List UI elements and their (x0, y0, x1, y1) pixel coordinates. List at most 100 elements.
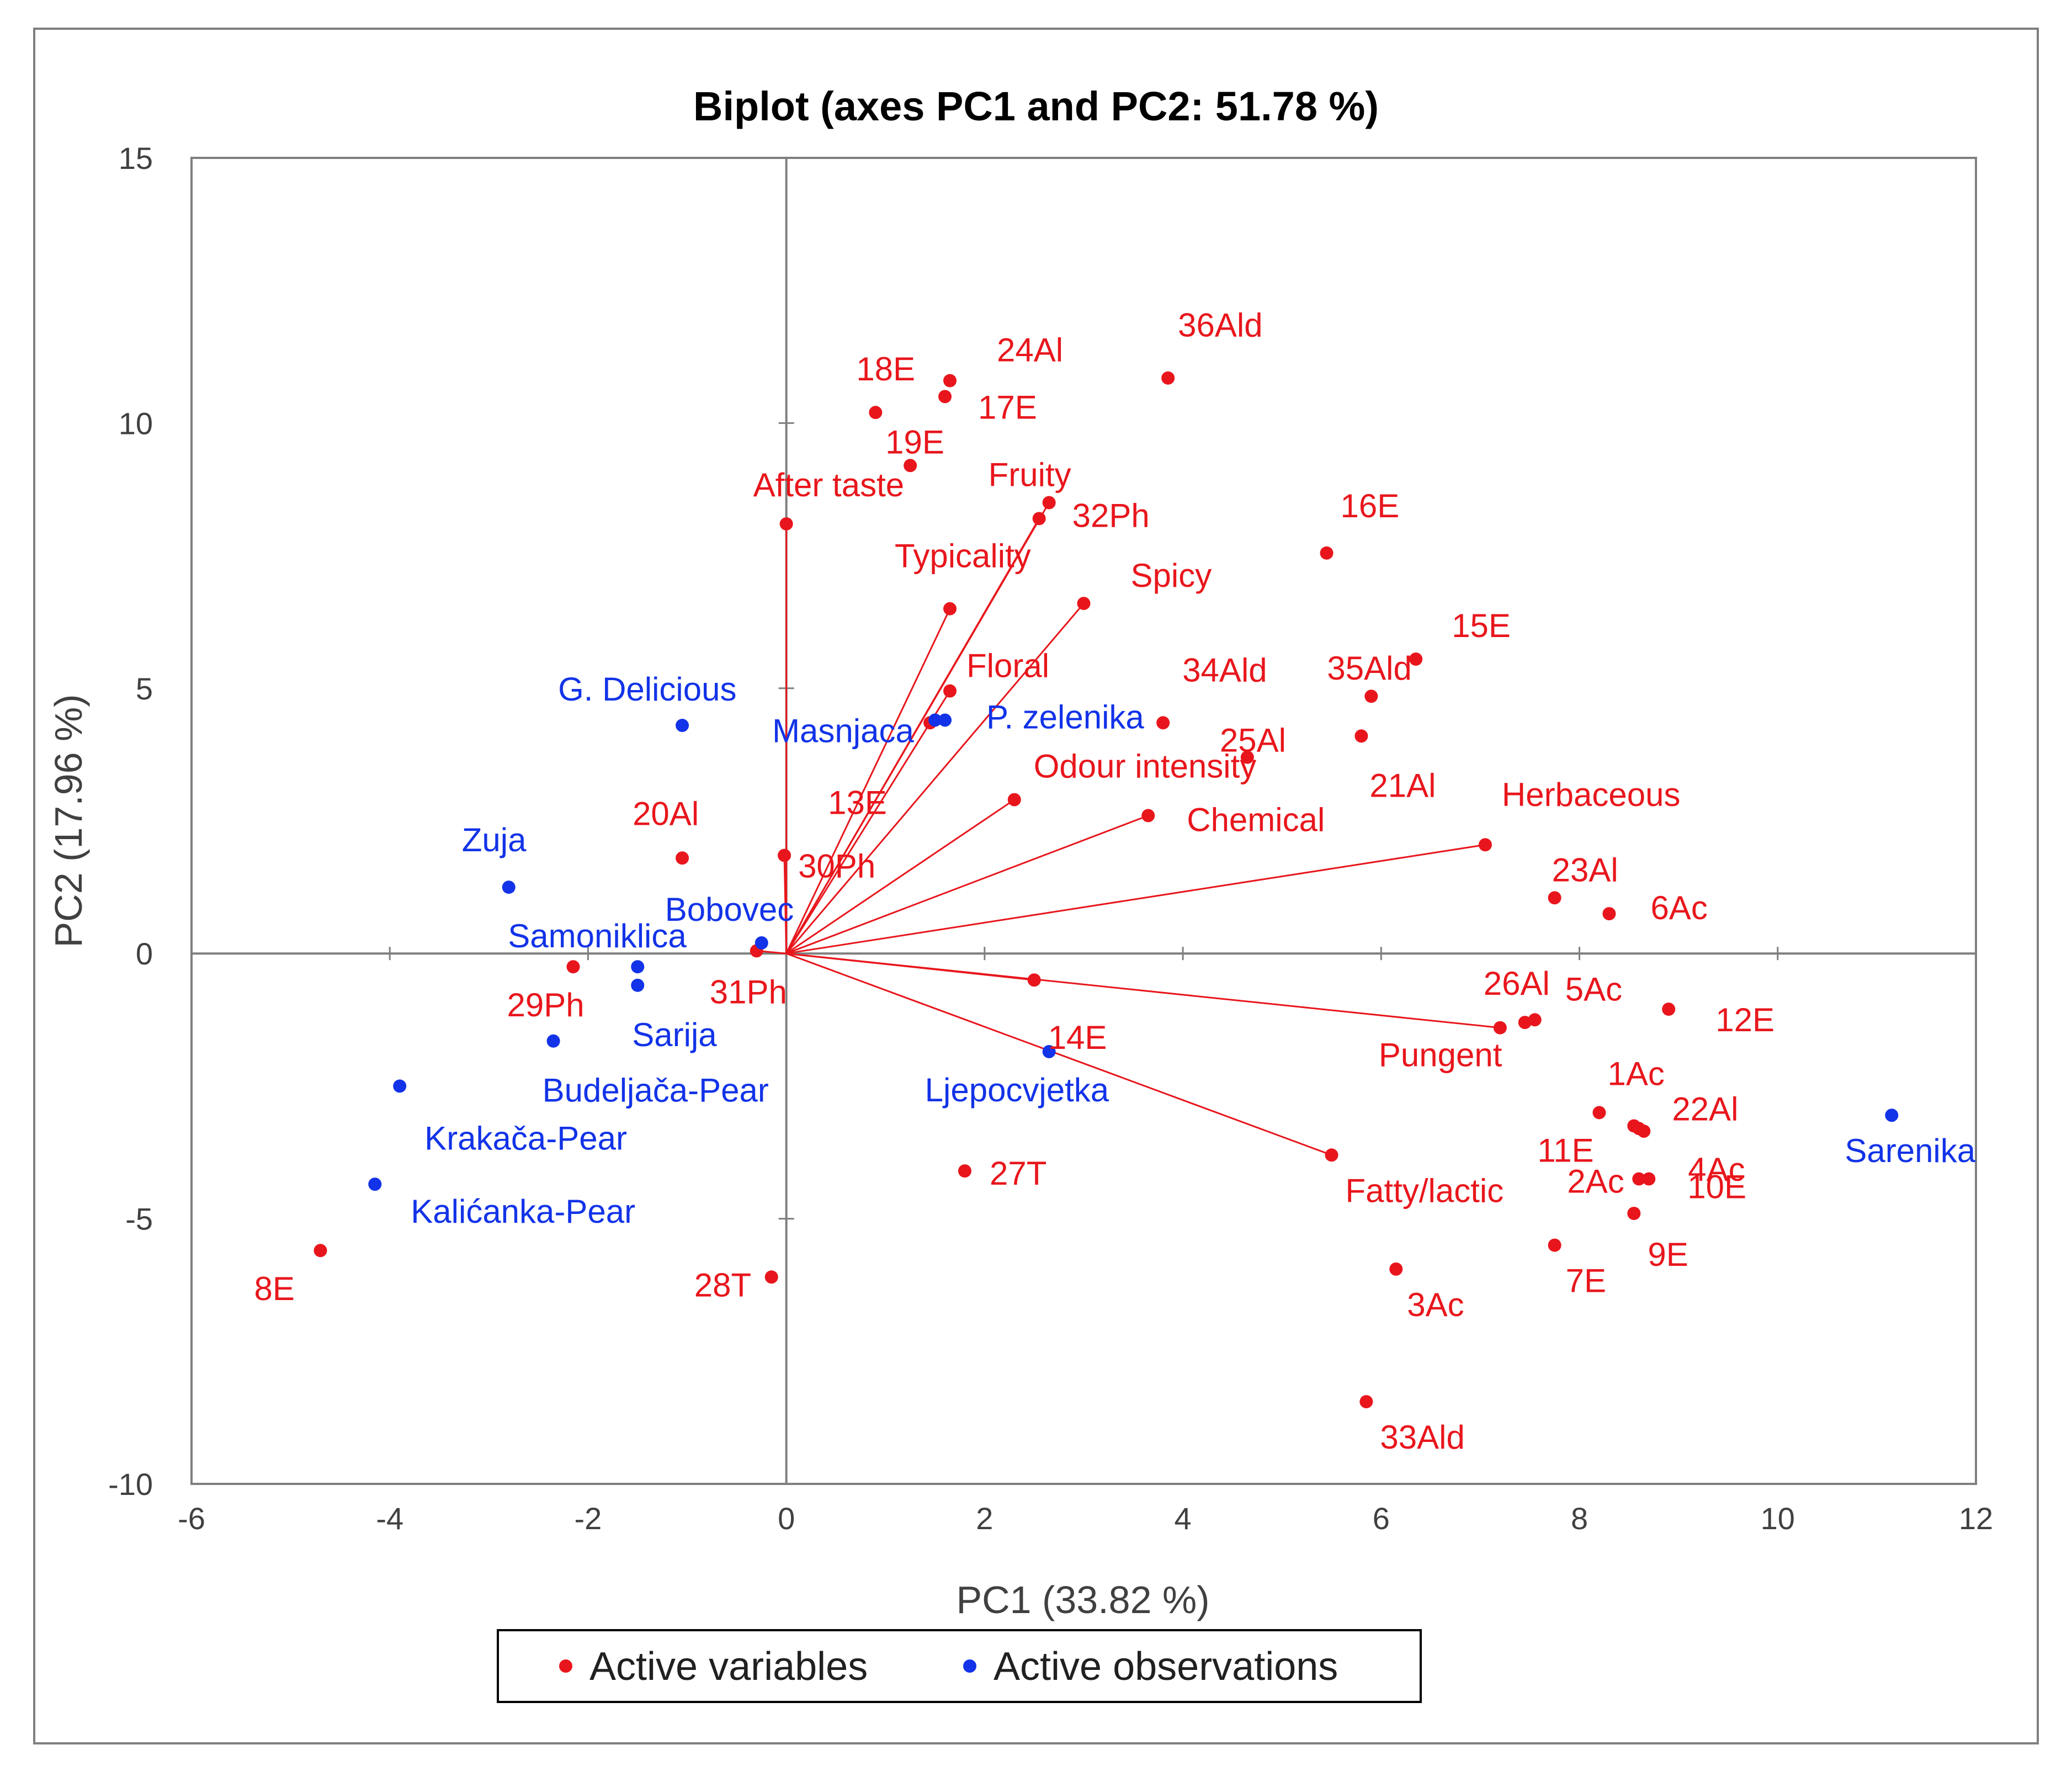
variable-label-11e: 11E (1537, 1132, 1593, 1169)
plot-area (190, 157, 1977, 1485)
variable-point-fatty-lactic (1325, 1148, 1338, 1162)
legend-marker-variables (559, 1659, 572, 1673)
x-tick-label: 2 (976, 1501, 993, 1536)
axes-layer (192, 158, 1976, 1484)
loading-vector-fatty-lactic (786, 952, 1332, 1156)
observation-point-kraka-a-pear (393, 1079, 407, 1093)
variable-label-24al: 24Al (997, 332, 1063, 369)
variable-point-33ald (1359, 1395, 1373, 1409)
loading-vector-herbaceous (786, 844, 1486, 954)
variable-label-7e: 7E (1566, 1263, 1606, 1300)
variable-point-fruity (1042, 496, 1056, 510)
observation-label-masnjaca: Masnjaca (772, 712, 914, 749)
legend-label-variables: Active variables (589, 1645, 868, 1689)
variable-label-6ac: 6Ac (1650, 889, 1707, 926)
observation-point-sarija (631, 978, 645, 992)
variable-point-8e (314, 1244, 327, 1258)
variable-point-7e (1548, 1238, 1561, 1252)
loading-vector-32ph (785, 518, 1040, 954)
observation-point-budelja-a-pear (546, 1034, 560, 1048)
observation-point-bobovec (755, 936, 768, 950)
variable-label-8e: 8E (254, 1270, 294, 1307)
variable-point-pungent (1493, 1021, 1507, 1035)
observation-label-kali-anka-pear: Kalićanka-Pear (411, 1193, 635, 1230)
variable-point-18e (869, 406, 883, 420)
variable-label-21al: 21Al (1369, 767, 1436, 804)
variable-point-27t (958, 1164, 971, 1178)
observation-label-sarenika: Sarenika (1845, 1132, 1975, 1169)
loading-vector-pungent (786, 952, 1501, 1029)
variable-label-13e: 13E (828, 784, 887, 821)
y-axis-title: PC2 (17.96 %) (47, 694, 90, 947)
x-tick-label: -6 (178, 1501, 205, 1536)
variable-label-23al: 23Al (1552, 851, 1618, 888)
variable-point-after-taste (779, 517, 793, 531)
variable-label-10e: 10E (1687, 1169, 1746, 1206)
variable-label-16e: 16E (1341, 487, 1400, 524)
x-tick-label: 12 (1959, 1501, 1993, 1536)
y-tick-label: 15 (119, 141, 153, 176)
variable-label-29ph: 29Ph (507, 987, 585, 1023)
variable-label-33ald: 33Ald (1380, 1419, 1464, 1456)
variable-label-15e: 15E (1452, 607, 1511, 644)
variable-point-24al (943, 374, 957, 388)
variable-label-27t: 27T (990, 1155, 1046, 1192)
variable-point-25al (1240, 750, 1254, 764)
observation-label-kraka-a-pear: Krakača-Pear (424, 1120, 627, 1157)
observation-point-kali-anka-pear (368, 1178, 382, 1191)
variable-point-30ph (778, 848, 791, 862)
x-tick-label: 4 (1175, 1501, 1192, 1536)
variable-label-chemical: Chemical (1187, 801, 1325, 838)
variable-point-1ac (1592, 1106, 1606, 1120)
chart-frame (33, 28, 2039, 1744)
variable-point-19e (904, 459, 917, 473)
variable-label-17e: 17E (978, 389, 1037, 426)
variable-point-3ac (1389, 1262, 1403, 1276)
legend-box (497, 1629, 1422, 1703)
observation-label-zuja: Zuja (462, 821, 527, 858)
variable-point-16e (1320, 546, 1333, 560)
y-tick-label: -5 (125, 1202, 153, 1237)
x-tick-label: -4 (376, 1501, 403, 1536)
x-tick-label: -2 (575, 1501, 602, 1536)
x-tick-label: 0 (778, 1501, 795, 1536)
variable-label-35ald: 35Ald (1327, 650, 1411, 687)
x-axis-title: PC1 (33.82 %) (956, 1578, 1209, 1621)
loading-vector-spicy (785, 603, 1085, 954)
points-layer (314, 371, 1899, 1409)
observation-label-p-zelenika: P. zelenika (986, 698, 1144, 735)
observation-point-g-delicious (676, 719, 689, 733)
variable-point-12e (1662, 1003, 1676, 1016)
variable-label-22al: 22Al (1672, 1090, 1738, 1127)
variable-point-4ac (1637, 1125, 1651, 1138)
loading-vector-chemical (786, 814, 1149, 954)
y-tick-label: -10 (108, 1467, 153, 1502)
variable-point-21al (1354, 729, 1368, 743)
loading-vector-floral (785, 690, 951, 954)
variable-label-25al: 25Al (1220, 722, 1286, 759)
variable-point-28t (764, 1270, 778, 1284)
variable-label-spicy: Spicy (1131, 557, 1212, 594)
y-tick-label: 10 (119, 406, 153, 441)
variable-label-typicality: Typicality (895, 538, 1031, 575)
variable-point-14e (1027, 973, 1041, 987)
observation-label-sarija: Sarija (632, 1016, 717, 1053)
variable-label-fruity: Fruity (989, 457, 1071, 494)
variable-label-36ald: 36Ald (1178, 307, 1262, 344)
variable-point-17e (938, 390, 952, 404)
observation-label-bobovec: Bobovec (665, 891, 794, 928)
variable-point-10e (1642, 1172, 1656, 1186)
observation-label-ljepocvjetka: Ljepocvjetka (925, 1072, 1109, 1109)
variable-point-34ald (1156, 716, 1170, 730)
variable-label-3ac: 3Ac (1407, 1286, 1464, 1323)
variable-point-36ald (1161, 371, 1175, 385)
variable-label-odour-intensity: Odour intensity (1034, 748, 1257, 785)
observation-label-samoniklica: Samoniklica (508, 917, 687, 954)
variable-label-32ph: 32Ph (1072, 497, 1150, 534)
variable-label-4ac: 4Ac (1688, 1151, 1745, 1188)
variable-label-floral: Floral (966, 648, 1049, 685)
observation-point-sarenika (1885, 1109, 1899, 1122)
variable-label-9e: 9E (1648, 1236, 1688, 1273)
